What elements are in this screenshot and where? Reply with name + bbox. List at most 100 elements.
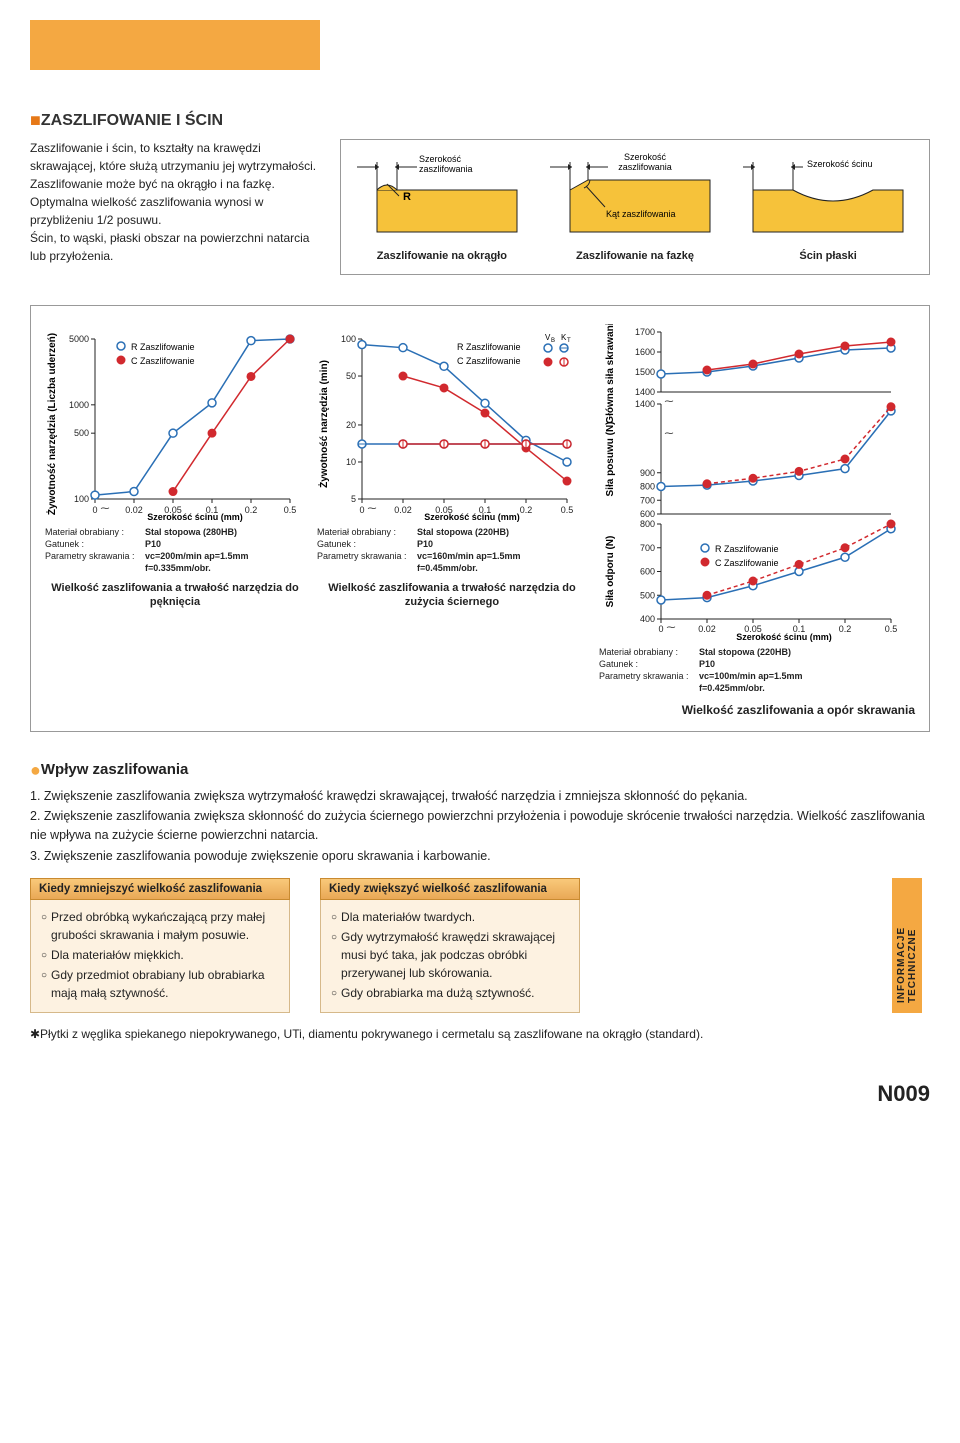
increase-item: Gdy obrabiarka ma dużą sztywność. (341, 984, 534, 1002)
svg-text:1500: 1500 (635, 367, 655, 377)
svg-text:50: 50 (346, 371, 356, 381)
svg-text:600: 600 (640, 509, 655, 519)
svg-text:R Zaszlifowanie: R Zaszlifowanie (715, 544, 779, 554)
condition-boxes-wrap: Kiedy zmniejszyć wielkość zaszlifowania … (30, 878, 930, 1013)
chart2-legend: R Zaszlifowanie C Zaszlifowanie VB KT (457, 333, 571, 366)
svg-text:100: 100 (74, 494, 89, 504)
effect-list: 1. Zwiększenie zaszlifowania zwiększa wy… (30, 787, 930, 866)
land-caption: Ścin płaski (737, 250, 919, 262)
chart1-xlabel: Szerokość ścinu (mm) (147, 512, 243, 522)
svg-text:0.5: 0.5 (284, 505, 297, 515)
svg-text:Siła posuwu (N): Siła posuwu (N) (605, 422, 616, 497)
chart-fracture: Żywotność narzędzia (Liczba uderzeń) 100… (45, 324, 305, 609)
diagram-land: Szerokość ścinu Ścin płaski (737, 152, 919, 262)
chart1-meta: Materiał obrabiany :Stal stopowa (280HB)… (45, 526, 305, 575)
chart3-svg: 1400 1500 1600 1700 Główna siła skrawania (N… (599, 324, 909, 644)
intro-p2: Zaszlifowanie może być na okrągło i na f… (30, 175, 320, 229)
diagram-box: Szerokośćzaszlifowania R Zaszlifowanie n… (340, 139, 930, 275)
intro-p1: Zaszlifowanie i ścin, to kształty na kra… (30, 139, 320, 175)
effect-item: 1. Zwiększenie zaszlifowania zwiększa wy… (30, 787, 930, 806)
svg-text:0: 0 (658, 624, 663, 634)
chart2-xlabel: Szerokość ścinu (mm) (424, 512, 520, 522)
svg-text:1700: 1700 (635, 327, 655, 337)
svg-text:0.5: 0.5 (885, 624, 898, 634)
chart2-ylabel: Żywotność narzędzia (min) (317, 360, 330, 488)
page-number: N009 (30, 1081, 930, 1107)
svg-text:C Zaszlifowanie: C Zaszlifowanie (131, 356, 195, 366)
chart1-ylabel: Żywotność narzędzia (Liczba uderzeń) (45, 333, 58, 515)
svg-text:600: 600 (640, 567, 655, 577)
svg-text:10: 10 (346, 457, 356, 467)
diagram-chamfer: Szerokośćzaszlifowania Kąt zaszlifowania… (544, 152, 726, 262)
circle-bullet-icon: ○ (331, 910, 337, 928)
circle-bullet-icon: ○ (41, 948, 47, 966)
svg-text:⁓: ⁓ (368, 503, 377, 513)
round-caption: Zaszlifowanie na okrągło (351, 250, 533, 262)
svg-text:0.2: 0.2 (839, 624, 852, 634)
increase-item: Dla materiałów twardych. (341, 908, 475, 926)
effect-title-text: Wpływ zaszlifowania (41, 761, 189, 778)
svg-text:700: 700 (640, 495, 655, 505)
circle-bullet-icon: ○ (41, 910, 47, 946)
svg-text:0.5: 0.5 (561, 505, 574, 515)
svg-text:5: 5 (351, 494, 356, 504)
reduce-item: Przed obróbką wykańczającą przy małej gr… (51, 908, 279, 944)
chart1-caption: Wielkość zaszlifowania a trwałość narzęd… (45, 581, 305, 610)
svg-text:Siła odporu (N): Siła odporu (N) (605, 536, 616, 608)
chart2-caption: Wielkość zaszlifowania a trwałość narzęd… (317, 581, 587, 610)
svg-text:0.02: 0.02 (698, 624, 716, 634)
increase-head: Kiedy zwiększyć wielkość zaszlifowania (320, 878, 580, 900)
circle-bullet-icon: ○ (41, 968, 47, 1004)
footnote: ✱Płytki z węglika spiekanego niepokrywan… (30, 1027, 930, 1041)
svg-text:100: 100 (341, 334, 356, 344)
round-width-label: Szerokośćzaszlifowania (419, 154, 473, 174)
chart3-xlabel: Szerokość ścinu (mm) (736, 632, 832, 642)
svg-text:0.2: 0.2 (245, 505, 258, 515)
land-icon: Szerokość ścinu (743, 152, 913, 242)
svg-text:⁓: ⁓ (665, 428, 674, 438)
svg-text:Główna siła skrawania (N): Główna siła skrawania (N) (605, 324, 616, 424)
svg-text:T: T (567, 338, 571, 344)
chart-wear: Żywotność narzędzia (min) 510205010000.0… (317, 324, 587, 609)
r-label: R (403, 191, 411, 203)
svg-text:900: 900 (640, 468, 655, 478)
svg-text:800: 800 (640, 482, 655, 492)
svg-text:400: 400 (640, 614, 655, 624)
increase-body: ○Dla materiałów twardych. ○Gdy wytrzymał… (320, 900, 580, 1013)
reduce-box: Kiedy zmniejszyć wielkość zaszlifowania … (30, 878, 290, 1013)
svg-text:⁓: ⁓ (665, 396, 674, 406)
effect-item: 3. Zwiększenie zaszlifowania powoduje zw… (30, 847, 930, 866)
svg-text:1400: 1400 (635, 387, 655, 397)
increase-box: Kiedy zwiększyć wielkość zaszlifowania ○… (320, 878, 580, 1013)
svg-text:R Zaszlifowanie: R Zaszlifowanie (131, 342, 195, 352)
chart3-legend: R Zaszlifowanie C Zaszlifowanie (701, 544, 779, 568)
round-hone-icon: Szerokośćzaszlifowania R (357, 152, 527, 242)
chart2-meta: Materiał obrabiany :Stal stopowa (220HB)… (317, 526, 587, 575)
side-tab: INFORMACJE TECHNICZNE (892, 878, 922, 1013)
svg-text:500: 500 (640, 590, 655, 600)
intro-p3: Ścin, to wąski, płaski obszar na powierz… (30, 229, 320, 265)
dot-bullet-icon: ● (30, 760, 41, 780)
svg-text:0.2: 0.2 (520, 505, 533, 515)
reduce-item: Gdy przedmiot obrabiany lub obrabiarka m… (51, 966, 279, 1002)
intro-row: Zaszlifowanie i ścin, to kształty na kra… (30, 139, 930, 275)
increase-item: Gdy wytrzymałość krawędzi skrawającej mu… (341, 928, 569, 982)
svg-text:20: 20 (346, 420, 356, 430)
charts-container: Żywotność narzędzia (Liczba uderzeń) 100… (30, 305, 930, 732)
intro-text: Zaszlifowanie i ścin, to kształty na kra… (30, 139, 320, 265)
header-accent-block (30, 20, 320, 70)
svg-text:800: 800 (640, 519, 655, 529)
diagram-round: Szerokośćzaszlifowania R Zaszlifowanie n… (351, 152, 533, 262)
svg-text:1600: 1600 (635, 347, 655, 357)
chamfer-hone-icon: Szerokośćzaszlifowania Kąt zaszlifowania (550, 152, 720, 242)
chart-forces: 1400 1500 1600 1700 Główna siła skrawania (N… (599, 324, 909, 695)
land-width-label: Szerokość ścinu (807, 159, 873, 169)
svg-text:0: 0 (92, 505, 97, 515)
circle-bullet-icon: ○ (331, 930, 337, 984)
svg-text:0.02: 0.02 (394, 505, 412, 515)
chart3-meta: Materiał obrabiany :Stal stopowa (220HB)… (599, 646, 909, 695)
chart3-caption: Wielkość zaszlifowania a opór skrawania (45, 703, 915, 717)
chart2-svg: Żywotność narzędzia (min) 510205010000.0… (317, 324, 587, 524)
svg-text:700: 700 (640, 543, 655, 553)
svg-text:1400: 1400 (635, 399, 655, 409)
